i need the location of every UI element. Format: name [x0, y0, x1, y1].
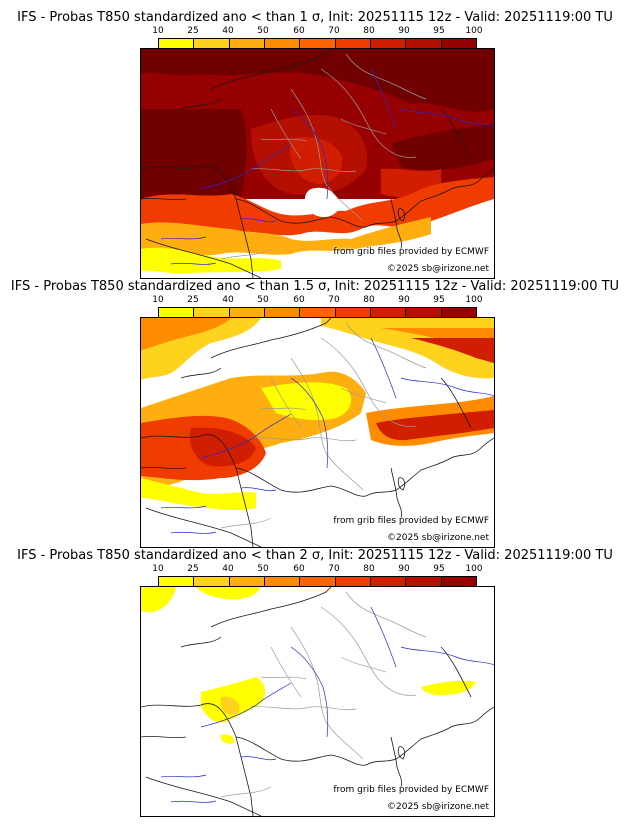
copyright-credit: ©2025 sb@irizone.net — [387, 802, 489, 812]
copyright-credit: ©2025 sb@irizone.net — [387, 264, 489, 274]
probability-map: from grib files provided by ECMWF ©2025 … — [140, 317, 495, 548]
colorbar-swatch — [406, 308, 442, 319]
colorbar — [158, 307, 477, 320]
copyright-credit: ©2025 sb@irizone.net — [387, 533, 489, 543]
colorbar-tick: 10 — [152, 295, 164, 305]
colorbar — [158, 576, 477, 589]
colorbar-tick: 100 — [465, 295, 483, 305]
probability-map: from grib files provided by ECMWF ©2025 … — [140, 586, 495, 817]
colorbar-tick: 10 — [152, 564, 164, 574]
panel-title: IFS - Probas T850 standardized ano < tha… — [10, 279, 620, 294]
colorbar-tick: 40 — [222, 26, 234, 36]
colorbar-ticks: 10 25 40 50 60 70 80 90 95 100 — [140, 295, 494, 307]
colorbar-tick: 60 — [293, 26, 305, 36]
panel-title: IFS - Probas T850 standardized ano < tha… — [17, 10, 613, 25]
colorbar-swatch — [370, 308, 407, 319]
panel-title: IFS - Probas T850 standardized ano < tha… — [17, 548, 613, 563]
colorbar-tick: 70 — [328, 295, 340, 305]
colorbar-swatch — [300, 577, 336, 588]
colorbar-swatch — [194, 577, 230, 588]
colorbar-swatch — [229, 39, 265, 50]
colorbar-tick: 80 — [363, 564, 375, 574]
colorbar-swatch — [406, 577, 442, 588]
colorbar-swatch — [370, 39, 407, 50]
colorbar-tick: 60 — [293, 564, 305, 574]
colorbar-tick: 40 — [222, 295, 234, 305]
colorbar-tick: 70 — [328, 564, 340, 574]
colorbar-swatch — [441, 39, 476, 50]
colorbar-swatch — [264, 39, 301, 50]
colorbar-swatch — [300, 39, 336, 50]
colorbar-tick: 50 — [257, 295, 269, 305]
panel-sigma-1-5: IFS - Probas T850 standardized ano < tha… — [0, 279, 630, 549]
colorbar-tick: 90 — [398, 564, 410, 574]
colorbar-swatch — [194, 39, 230, 50]
colorbar-tick: 90 — [398, 295, 410, 305]
colorbar-ticks: 10 25 40 50 60 70 80 90 95 100 — [140, 26, 494, 38]
colorbar-tick: 25 — [187, 295, 199, 305]
colorbar-tick: 25 — [187, 564, 199, 574]
colorbar-tick: 50 — [257, 26, 269, 36]
colorbar-tick: 100 — [465, 564, 483, 574]
colorbar-swatch — [229, 308, 265, 319]
panel-sigma-2: IFS - Probas T850 standardized ano < tha… — [0, 548, 630, 818]
colorbar-ticks: 10 25 40 50 60 70 80 90 95 100 — [140, 564, 494, 576]
colorbar-tick: 95 — [433, 26, 445, 36]
colorbar-swatch — [335, 308, 371, 319]
colorbar-tick: 60 — [293, 295, 305, 305]
colorbar-tick: 80 — [363, 26, 375, 36]
colorbar-swatch — [441, 577, 476, 588]
colorbar-tick: 40 — [222, 564, 234, 574]
colorbar-swatch — [159, 308, 195, 319]
colorbar-tick: 90 — [398, 26, 410, 36]
colorbar-tick: 25 — [187, 26, 199, 36]
colorbar-swatch — [300, 308, 336, 319]
data-credit: from grib files provided by ECMWF — [333, 516, 489, 526]
colorbar-swatch — [159, 577, 195, 588]
colorbar-tick: 95 — [433, 564, 445, 574]
panel-sigma-1: IFS - Probas T850 standardized ano < tha… — [0, 10, 630, 280]
colorbar-swatch — [335, 39, 371, 50]
colorbar-swatch — [441, 308, 476, 319]
colorbar-swatch — [264, 308, 301, 319]
colorbar-tick: 10 — [152, 26, 164, 36]
colorbar-tick: 80 — [363, 295, 375, 305]
probability-map: from grib files provided by ECMWF ©2025 … — [140, 48, 495, 279]
colorbar-swatch — [370, 577, 407, 588]
colorbar-swatch — [335, 577, 371, 588]
colorbar-tick: 70 — [328, 26, 340, 36]
colorbar-swatch — [264, 577, 301, 588]
colorbar-tick: 100 — [465, 26, 483, 36]
colorbar-tick: 50 — [257, 564, 269, 574]
data-credit: from grib files provided by ECMWF — [333, 785, 489, 795]
colorbar-swatch — [229, 577, 265, 588]
colorbar-swatch — [406, 39, 442, 50]
colorbar-swatch — [159, 39, 195, 50]
colorbar-swatch — [194, 308, 230, 319]
data-credit: from grib files provided by ECMWF — [333, 247, 489, 257]
colorbar-tick: 95 — [433, 295, 445, 305]
